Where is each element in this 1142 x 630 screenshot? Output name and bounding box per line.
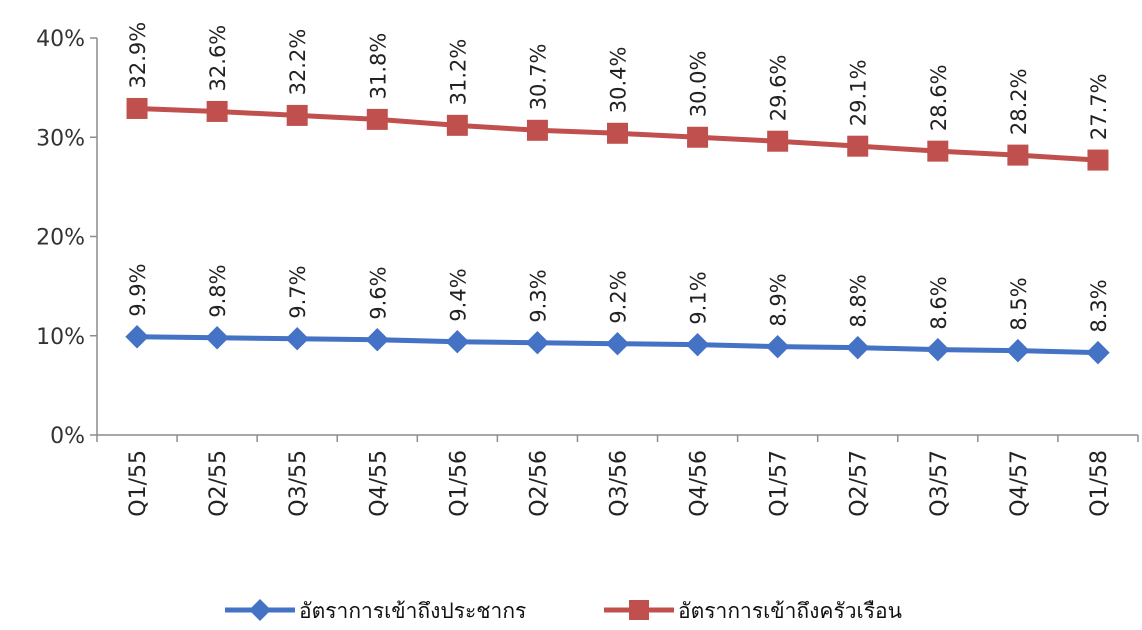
legend-label: อัตราการเข้าถึงประชากร [299, 599, 526, 623]
series-marker [445, 329, 470, 354]
x-tick-label: Q3/56 [607, 450, 632, 517]
series-marker [926, 337, 950, 362]
y-axis-ticks: 0% 10% 20% 30% 40% [36, 27, 97, 449]
series-marker [286, 104, 308, 126]
series-marker [1086, 340, 1110, 365]
legend: อัตราการเข้าถึงประชากร อัตราการเข้าถึงครั… [225, 599, 902, 623]
legend-item: อัตราการเข้าถึงประชากร [225, 599, 526, 623]
data-label: 9.2% [607, 270, 631, 323]
data-label: 8.9% [767, 273, 791, 326]
x-tick-label: Q2/55 [206, 450, 231, 517]
data-label: 28.6% [927, 64, 951, 131]
data-label: 32.2% [286, 29, 310, 96]
data-labels: 9.9% 9.8% 9.7% 9.6% 9.4% 9.3% 9.2% 9.1% 8.9% 8.8%… [126, 22, 1111, 333]
series-marker [687, 126, 709, 148]
x-tick-label: Q4/56 [687, 450, 712, 517]
series-marker [1007, 144, 1029, 166]
data-label: 9.9% [126, 263, 150, 316]
series-marker [927, 140, 949, 162]
y-tick-label: 20% [36, 226, 85, 251]
legend-marker [249, 599, 271, 621]
x-tick-label: Q3/57 [927, 450, 952, 517]
series-marker [1087, 149, 1109, 171]
legend-marker [629, 600, 649, 620]
y-tick-label: 30% [36, 126, 85, 151]
series-marker [685, 332, 710, 357]
series-marker [525, 330, 550, 355]
data-label: 9.3% [526, 269, 550, 322]
legend-label: อัตราการเข้าถึงครัวเรือน [678, 599, 902, 623]
data-label: 8.5% [1007, 277, 1031, 330]
series-marker [605, 331, 630, 356]
series-marker [846, 335, 870, 360]
data-label: 8.3% [1087, 279, 1111, 332]
data-label: 32.6% [206, 25, 230, 92]
series-marker [125, 325, 149, 349]
x-tick-label: Q2/57 [847, 450, 872, 517]
data-label: 8.8% [847, 274, 871, 327]
series-marker [126, 97, 148, 119]
legend-item: อัตราการเข้าถึงครัวเรือน [604, 599, 902, 623]
y-tick-label: 0% [50, 424, 85, 449]
series-marker [847, 135, 869, 157]
data-label: 30.7% [526, 44, 550, 111]
series-markers [125, 97, 1110, 365]
series-marker [767, 130, 789, 152]
series-marker [765, 334, 790, 359]
series-marker [205, 326, 229, 350]
data-label: 31.8% [366, 33, 390, 100]
data-label: 27.7% [1087, 73, 1111, 140]
series-marker [285, 327, 309, 351]
data-label: 31.2% [446, 39, 470, 106]
data-label: 29.1% [847, 59, 871, 126]
data-label: 9.6% [366, 266, 390, 319]
data-label: 30.0% [687, 51, 711, 118]
series-marker [526, 119, 548, 141]
series-marker [1006, 338, 1030, 363]
data-label: 30.4% [607, 47, 631, 114]
x-tick-label: Q1/58 [1087, 450, 1112, 517]
series-marker [366, 108, 388, 130]
series-marker [446, 114, 468, 136]
data-label: 9.4% [446, 268, 470, 321]
series-marker [206, 100, 228, 122]
data-label: 9.7% [286, 265, 310, 318]
x-tick-label: Q4/57 [1007, 450, 1032, 517]
series-marker [607, 122, 628, 144]
data-label: 9.1% [687, 271, 711, 324]
data-label: 9.8% [206, 264, 230, 317]
x-tick-label: Q1/55 [126, 450, 151, 517]
data-label: 8.6% [927, 276, 951, 329]
x-tick-label: Q1/57 [767, 450, 792, 517]
series-marker [365, 328, 389, 352]
x-tick-label: Q3/55 [286, 450, 311, 517]
x-tick-label: Q2/56 [526, 450, 551, 517]
data-label: 29.6% [767, 55, 791, 122]
x-axis-ticks: Q1/55 Q2/55 Q3/55 Q4/55 Q1/56 Q2/56 Q3/56 Q4/56… [96, 435, 1139, 517]
data-label: 32.9% [126, 22, 150, 89]
data-label: 28.2% [1007, 68, 1031, 135]
y-tick-label: 40% [36, 27, 85, 52]
y-tick-label: 10% [36, 325, 85, 350]
x-tick-label: Q4/55 [366, 450, 391, 517]
x-tick-label: Q1/56 [446, 450, 471, 517]
